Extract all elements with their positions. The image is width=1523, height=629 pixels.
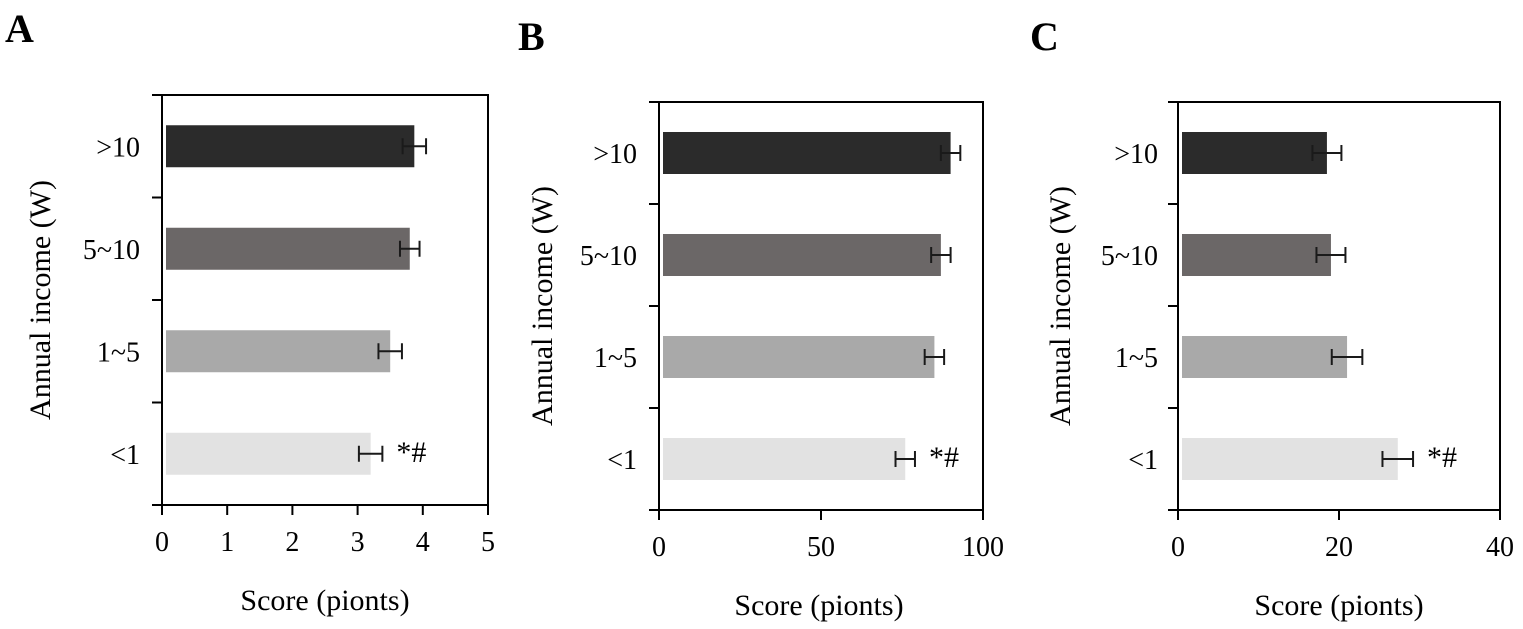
x-tick-label: 40: [1486, 532, 1514, 563]
x-tick-label: 20: [1325, 532, 1353, 563]
bar: [1182, 438, 1398, 480]
y-tick-label: 5~10: [1101, 241, 1158, 272]
bar: [166, 432, 371, 475]
bar: [166, 330, 391, 373]
x-axis-title: Score (pionts): [1254, 589, 1423, 622]
x-tick-label: 0: [155, 527, 169, 558]
significance-annotation: *#: [1427, 441, 1457, 474]
x-tick-label: 100: [962, 532, 1004, 563]
y-tick-label: >10: [1114, 139, 1158, 170]
x-tick-label: 1: [220, 527, 234, 558]
x-tick-label: 5: [481, 527, 495, 558]
x-axis-title: Score (pionts): [734, 589, 903, 622]
x-tick-label: 2: [285, 527, 299, 558]
x-tick-label: 4: [416, 527, 430, 558]
panel-letter: B: [518, 14, 545, 59]
x-tick-label: 0: [1171, 532, 1185, 563]
bar: [166, 227, 410, 270]
bar: [663, 234, 941, 276]
y-tick-label: >10: [593, 139, 637, 170]
significance-annotation: *#: [396, 436, 426, 469]
bar: [1182, 336, 1348, 378]
y-tick-label: <1: [1128, 445, 1158, 476]
bar: [166, 125, 415, 168]
y-tick-label: 1~5: [594, 343, 637, 374]
y-tick-label: 5~10: [83, 235, 140, 266]
bar: [663, 438, 906, 480]
x-axis-title: Score (pionts): [240, 584, 409, 617]
y-tick-label: 1~5: [1115, 343, 1158, 374]
bar: [1182, 132, 1327, 174]
y-tick-label: <1: [607, 445, 637, 476]
bar: [663, 132, 951, 174]
y-axis-title: Annual income (W): [526, 186, 559, 426]
x-tick-label: 3: [351, 527, 365, 558]
y-tick-label: 1~5: [97, 337, 140, 368]
y-tick-label: 5~10: [580, 241, 637, 272]
y-tick-label: >10: [96, 132, 140, 163]
y-axis-title: Annual income (W): [24, 180, 57, 420]
y-axis-title: Annual income (W): [1044, 186, 1077, 426]
panel-letter: A: [5, 6, 34, 51]
x-tick-label: 0: [652, 532, 666, 563]
y-tick-label: <1: [110, 440, 140, 471]
panel-letter: C: [1030, 14, 1059, 59]
bar: [663, 336, 935, 378]
bar: [1182, 234, 1331, 276]
significance-annotation: *#: [929, 441, 959, 474]
x-tick-label: 50: [807, 532, 835, 563]
